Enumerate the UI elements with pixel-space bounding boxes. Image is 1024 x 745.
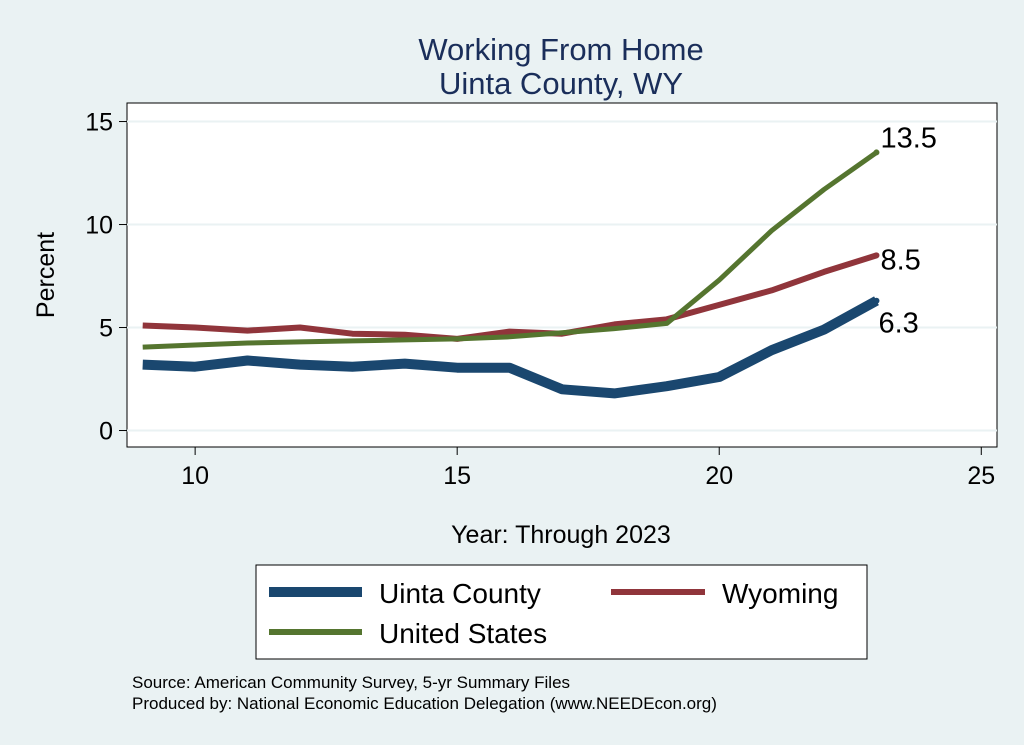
legend-box — [255, 564, 868, 660]
legend-label-uinta-county: Uinta County — [379, 578, 541, 609]
x-tick-label-25: 25 — [967, 462, 995, 490]
series-line-united-states — [142, 150, 878, 350]
end-label-wyoming: 8.5 — [880, 244, 920, 276]
plot-area — [126, 102, 998, 448]
chart-subtitle: Uinta County, WY — [439, 66, 683, 101]
series-line-wyoming — [142, 252, 878, 342]
legend: Uinta County Wyoming United States — [255, 564, 868, 660]
end-label-uinta-county: 6.3 — [878, 308, 918, 340]
y-tick-label-15: 15 — [85, 109, 113, 137]
x-tick-label-15: 15 — [443, 462, 471, 490]
source-note: Source: American Community Survey, 5-yr … — [132, 673, 570, 692]
end-label-united-states: 13.5 — [880, 122, 936, 154]
x-axis-label: Year: Through 2023 — [451, 521, 671, 549]
y-axis-label: Percent — [32, 232, 60, 318]
axes: 0 5 10 15 10 15 20 25 — [85, 109, 995, 490]
y-tick-label-5: 5 — [99, 315, 113, 343]
end-point-wyoming — [873, 252, 880, 259]
legend-label-wyoming: Wyoming — [722, 578, 838, 609]
chart-title: Working From Home — [418, 32, 703, 67]
series-line-uinta-county — [142, 296, 879, 399]
series-layer: 6.3 8.5 13.5 — [142, 122, 937, 399]
x-tick-label-20: 20 — [705, 462, 733, 490]
end-point-united-states — [873, 149, 880, 156]
end-point-uinta-county — [873, 297, 880, 304]
y-tick-label-10: 10 — [85, 212, 113, 240]
y-tick-label-0: 0 — [99, 418, 113, 446]
legend-label-united-states: United States — [379, 618, 547, 649]
x-tick-label-10: 10 — [181, 462, 209, 490]
producer-note: Produced by: National Economic Education… — [132, 694, 717, 713]
